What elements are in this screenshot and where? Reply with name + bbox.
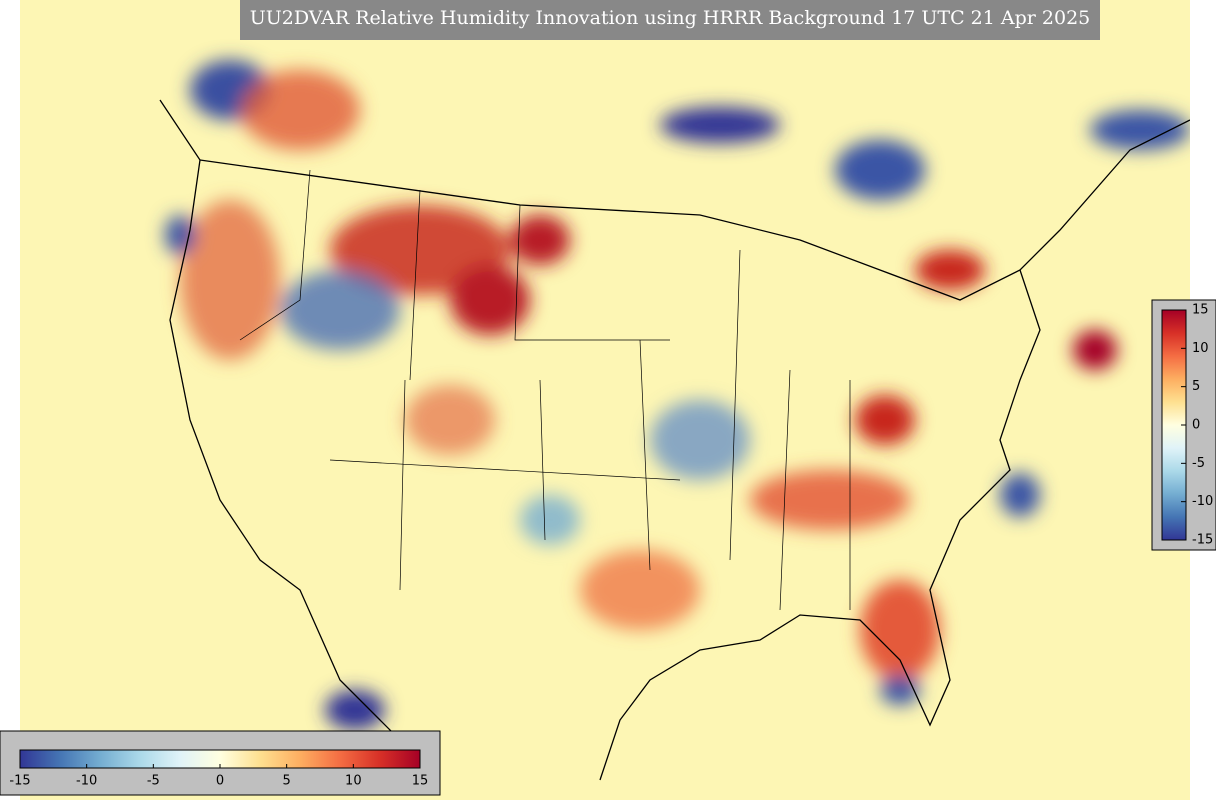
colorbar-tick-label: -5: [147, 774, 160, 789]
humidity-field: [165, 60, 1190, 730]
colorbar-tick-label: 10: [1192, 341, 1209, 356]
colorbar-tick-label: -15: [1192, 533, 1213, 548]
coastlines: [159, 99, 1190, 781]
map-background: [20, 0, 1190, 800]
colorbar-tick-label: 15: [412, 774, 429, 789]
colorbar-tick-label: 0: [1192, 418, 1200, 433]
borders: [239, 169, 851, 611]
colorbar-tick-label: 5: [1192, 379, 1200, 394]
colorbar-tick-label: 15: [1192, 303, 1209, 318]
title-box: [240, 0, 1100, 40]
colorbar-tick-label: 0: [216, 774, 224, 789]
colorbar-tick-label: -15: [9, 774, 30, 789]
colorbars: 15 10 5 0 -5 -10 -15 -15 -10 -5 0 5 10 15: [9, 303, 1213, 789]
map-title: UU2DVAR Relative Humidity Innovation usi…: [250, 7, 1091, 29]
colorbar-tick-label: -5: [1192, 456, 1205, 471]
colorbar-tick-label: -10: [1192, 494, 1213, 509]
colorbar-tick-label: -10: [76, 774, 97, 789]
colorbar-tick-label: 5: [283, 774, 291, 789]
colorbar-tick-label: 10: [345, 774, 362, 789]
